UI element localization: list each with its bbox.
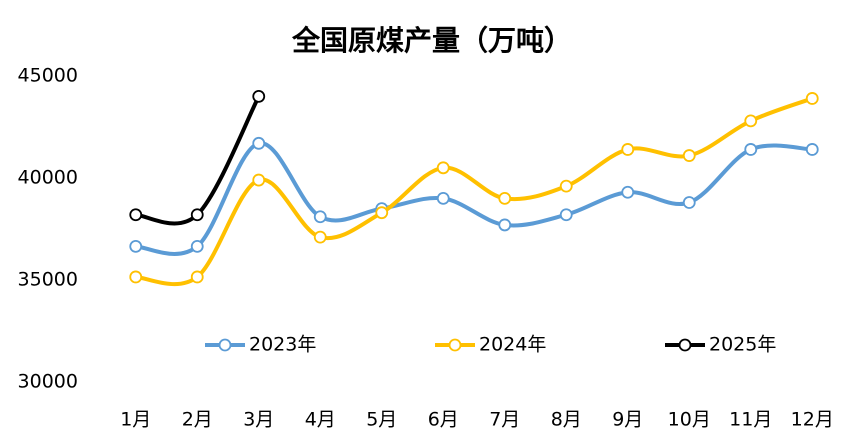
point-marker: [129, 239, 143, 253]
y-tick-label: 30000: [18, 371, 78, 393]
legend-marker: [448, 338, 462, 352]
point-marker: [744, 143, 758, 156]
point-marker: [313, 230, 327, 244]
point-marker: [682, 196, 696, 209]
point-marker: [744, 114, 758, 128]
point-marker: [682, 149, 696, 162]
point-marker: [190, 239, 204, 253]
x-tick-label: 5月: [366, 409, 397, 431]
point-marker: [252, 173, 266, 187]
point-marker: [498, 191, 512, 205]
y-tick-label: 40000: [18, 167, 78, 189]
x-tick-label: 4月: [305, 409, 336, 431]
x-tick-label: 3月: [243, 409, 274, 431]
y-tick-label: 35000: [18, 269, 78, 291]
point-marker: [190, 270, 204, 284]
point-marker: [436, 191, 450, 205]
x-tick-label: 11月: [729, 409, 772, 431]
point-marker: [559, 179, 573, 193]
x-tick-label: 7月: [489, 409, 520, 431]
point-marker: [129, 270, 143, 284]
series-line: [133, 141, 815, 256]
legend-label: 2025年: [709, 334, 776, 356]
x-tick-label: 12月: [791, 409, 834, 431]
legend-label: 2023年: [249, 334, 316, 356]
x-tick-label: 9月: [612, 409, 643, 431]
x-tick-label: 2月: [182, 409, 213, 431]
point-marker: [805, 143, 819, 156]
point-marker: [190, 208, 204, 222]
legend-label: 2024年: [479, 334, 546, 356]
point-marker: [805, 92, 819, 105]
point-marker: [559, 208, 573, 222]
point-marker: [129, 208, 143, 222]
y-tick-label: 45000: [18, 65, 78, 87]
x-tick-label: 1月: [120, 409, 151, 431]
point-marker: [252, 136, 266, 150]
point-marker: [621, 185, 635, 199]
series-line: [133, 96, 815, 287]
point-marker: [621, 143, 635, 156]
legend-marker: [218, 338, 232, 352]
x-tick-label: 8月: [551, 409, 582, 431]
x-tick-label: 10月: [668, 409, 711, 431]
point-marker: [375, 206, 389, 220]
point-marker: [252, 90, 266, 103]
legend-marker: [678, 338, 692, 352]
chart-title: 全国原煤产量（万吨）: [291, 24, 572, 57]
point-marker: [313, 210, 327, 224]
point-marker: [498, 218, 512, 232]
x-tick-label: 6月: [428, 409, 459, 431]
point-marker: [436, 161, 450, 175]
